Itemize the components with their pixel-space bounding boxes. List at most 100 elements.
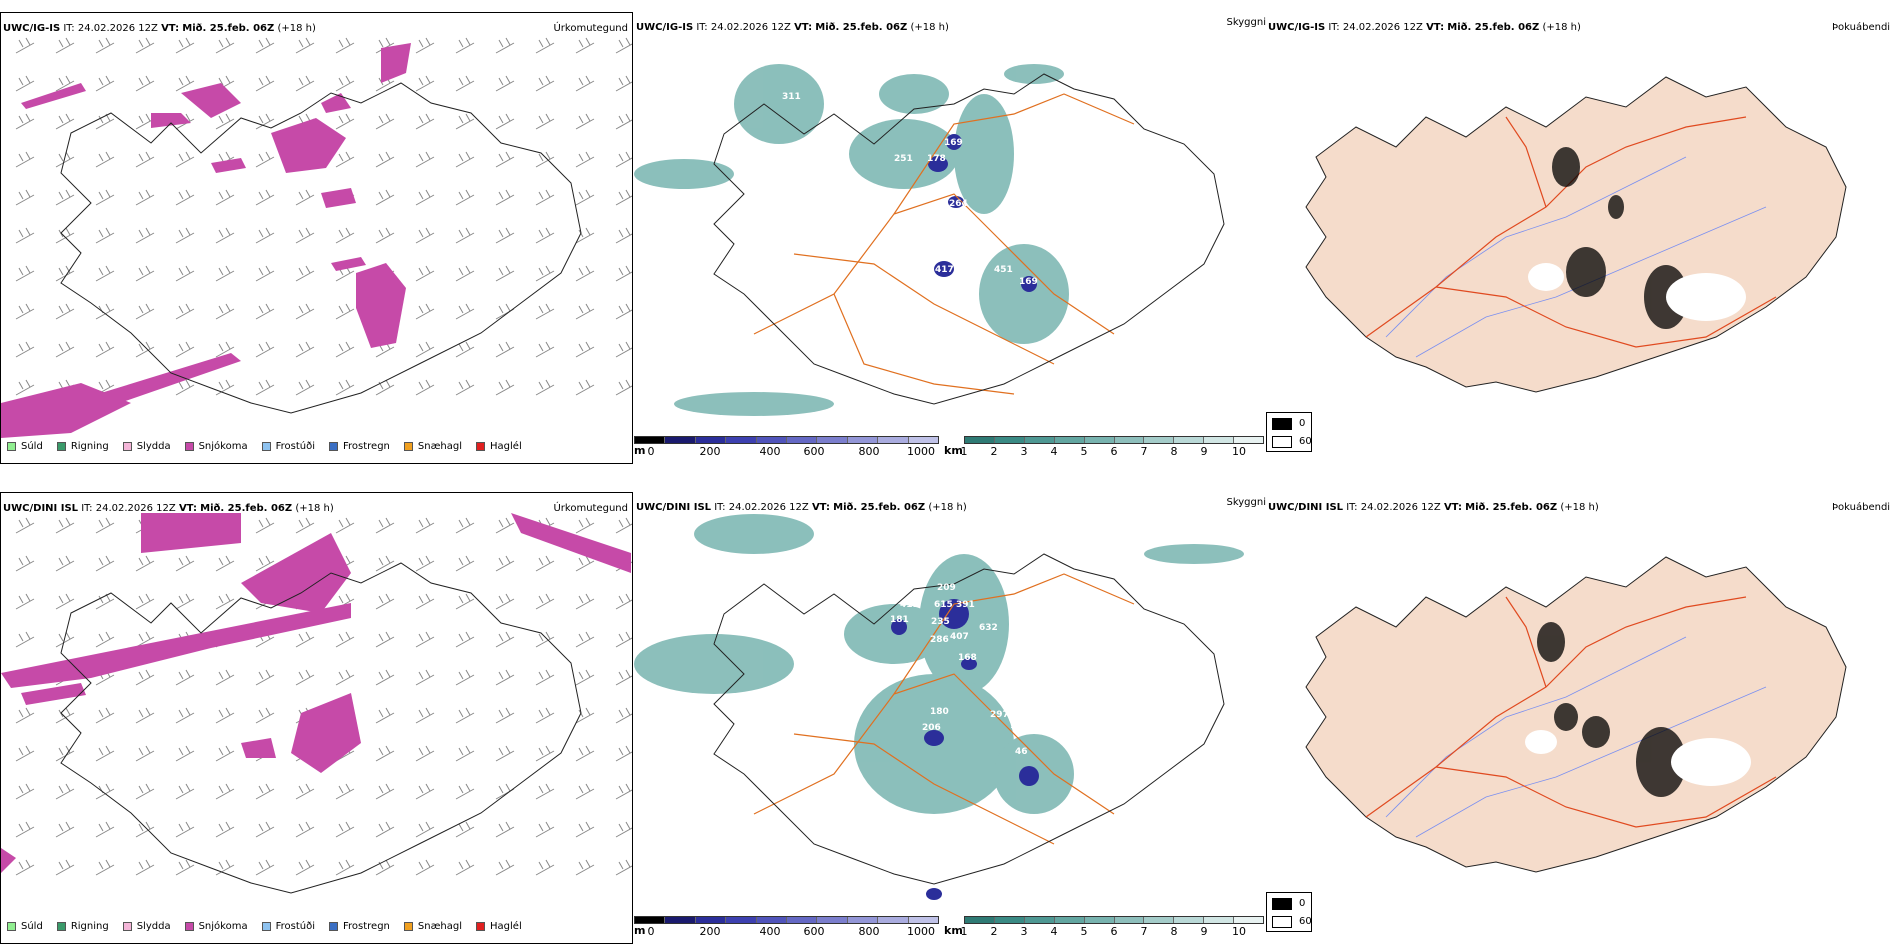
map-value-label: 206 [922, 723, 941, 733]
panel-title: Þokuábendi [1832, 22, 1891, 33]
map-value-label: 180 [930, 707, 949, 717]
map-value-label: 169 [944, 138, 963, 148]
panel-header: UWC/DINI ISL IT: 24.02.2026 12Z VT: Mið.… [1268, 502, 1599, 513]
map-value-label: 632 [979, 623, 998, 633]
fog-panel-top: UWC/IG-IS IT: 24.02.2026 12Z VT: Mið. 25… [1266, 12, 1900, 464]
panel-title: Úrkomutegund [553, 503, 628, 514]
legend-item: Snæhagl [403, 921, 462, 932]
legend-item: Haglél [476, 441, 522, 452]
legend-swatch [122, 922, 132, 931]
map-value-label: 451 [994, 265, 1013, 275]
legend-item: Snjókoma [184, 921, 248, 932]
legend-item: Rigning [56, 441, 109, 452]
fog-map [1305, 76, 1847, 393]
map-value-label: 108 [922, 817, 941, 827]
precip-legend: Súld Rigning Slydda Snjókoma Frostúði Fr… [7, 441, 536, 452]
fog-low-label: 0 [1299, 898, 1306, 909]
legend-item: Slydda [122, 921, 171, 932]
fog-low-label: 0 [1299, 418, 1306, 429]
panel-header: UWC/IG-IS IT: 24.02.2026 12Z VT: Mið. 25… [636, 22, 949, 33]
map-value-label: 311 [782, 92, 801, 102]
map-value-label: 178 [927, 154, 946, 164]
visibility-colorbar [964, 436, 1264, 444]
visibility-map: 209 419 181 615 391 235 632 407 286 168 … [634, 514, 1244, 900]
map-value-label: 46 [1015, 747, 1028, 757]
map-value-label: 181 [890, 615, 909, 625]
map-value-label: 235 [931, 617, 950, 627]
precip-map [1, 37, 632, 438]
map-value-label: 209 [937, 583, 956, 593]
fog-panel-bottom: UWC/DINI ISL IT: 24.02.2026 12Z VT: Mið.… [1266, 492, 1900, 944]
legend-item: Frostúði [261, 441, 315, 452]
legend-swatch [261, 922, 271, 931]
fog-high-swatch [1272, 916, 1292, 928]
legend-swatch [56, 442, 66, 451]
ceiling-unit: m [634, 924, 646, 937]
fog-high-label: 60 [1299, 916, 1312, 927]
fog-low-swatch [1272, 898, 1292, 910]
panel-header: UWC/DINI ISL IT: 24.02.2026 12Z VT: Mið.… [636, 502, 967, 513]
fog-map [1305, 556, 1847, 873]
legend-swatch [476, 442, 486, 451]
legend-item: Frostregn [329, 441, 390, 452]
panel-header: UWC/IG-IS IT: 24.02.2026 12Z VT: Mið. 25… [3, 23, 316, 34]
legend-item: Slydda [122, 441, 171, 452]
legend-item: Súld [7, 921, 43, 932]
legend-item: Súld [7, 441, 43, 452]
legend-swatch [403, 442, 413, 451]
map-value-label: 286 [930, 635, 949, 645]
legend-swatch [7, 442, 16, 451]
legend-item: Rigning [56, 921, 109, 932]
map-value-label: 297 [990, 710, 1009, 720]
map-value-label: 391 [956, 600, 975, 610]
precip-legend: Súld Rigning Slydda Snjókoma Frostúði Fr… [7, 921, 536, 932]
precip-panel-bottom: UWC/DINI ISL IT: 24.02.2026 12Z VT: Mið.… [0, 492, 633, 944]
legend-item: Snæhagl [403, 441, 462, 452]
legend-swatch [261, 442, 271, 451]
legend-swatch [329, 442, 338, 451]
visibility-map: 311 169 178 251 264 417 451 169 [634, 64, 1225, 416]
legend-item: Snjókoma [184, 441, 248, 452]
fog-legend-top: 0 60 [1266, 412, 1312, 452]
map-value-label: 615 [934, 600, 953, 610]
legend-swatch [7, 922, 16, 931]
legend-swatch [184, 922, 194, 931]
legend-swatch [403, 922, 413, 931]
visibility-panel-bottom: UWC/DINI ISL IT: 24.02.2026 12Z VT: Mið.… [634, 492, 1266, 944]
visibility-labels: 209 419 181 615 391 235 632 407 286 168 … [890, 583, 1029, 827]
precip-panel-top: UWC/IG-IS IT: 24.02.2026 12Z VT: Mið. 25… [0, 12, 633, 464]
map-value-label: 169 [1019, 277, 1038, 287]
panel-header: UWC/IG-IS IT: 24.02.2026 12Z VT: Mið. 25… [1268, 22, 1581, 33]
legend-item: Frostregn [329, 921, 390, 932]
legend-swatch [56, 922, 66, 931]
ceiling-colorbar [634, 916, 939, 924]
panel-header: UWC/DINI ISL IT: 24.02.2026 12Z VT: Mið.… [3, 503, 334, 514]
legend-item: Frostúði [261, 921, 315, 932]
legend-swatch [476, 922, 486, 931]
visibility-panel-top: UWC/IG-IS IT: 24.02.2026 12Z VT: Mið. 25… [634, 12, 1266, 464]
fog-low-swatch [1272, 418, 1292, 430]
fog-high-label: 60 [1299, 436, 1312, 447]
map-value-label: 417 [935, 265, 954, 275]
map-value-label: 251 [894, 154, 913, 164]
panel-title: Skyggni [1226, 497, 1266, 508]
map-value-label: 407 [950, 632, 969, 642]
map-value-label: 125 [1010, 721, 1029, 731]
map-value-label: 264 [949, 199, 968, 209]
visibility-unit: km [944, 924, 963, 937]
visibility-unit: km [944, 444, 963, 457]
panel-title: Þokuábendi [1832, 502, 1891, 513]
visibility-colorbar [964, 916, 1264, 924]
panel-title: Úrkomutegund [553, 23, 628, 34]
ceiling-unit: m [634, 444, 646, 457]
map-value-label: 419 [900, 600, 919, 610]
legend-swatch [184, 442, 194, 451]
visibility-labels: 311 169 178 251 264 417 451 169 [782, 92, 1038, 287]
panel-title: Skyggni [1226, 17, 1266, 28]
ceiling-colorbar [634, 436, 939, 444]
fog-high-swatch [1272, 436, 1292, 448]
precip-map [1, 513, 632, 894]
fog-legend-bottom: 0 60 [1266, 892, 1312, 932]
legend-item: Haglél [476, 921, 522, 932]
legend-swatch [329, 922, 338, 931]
